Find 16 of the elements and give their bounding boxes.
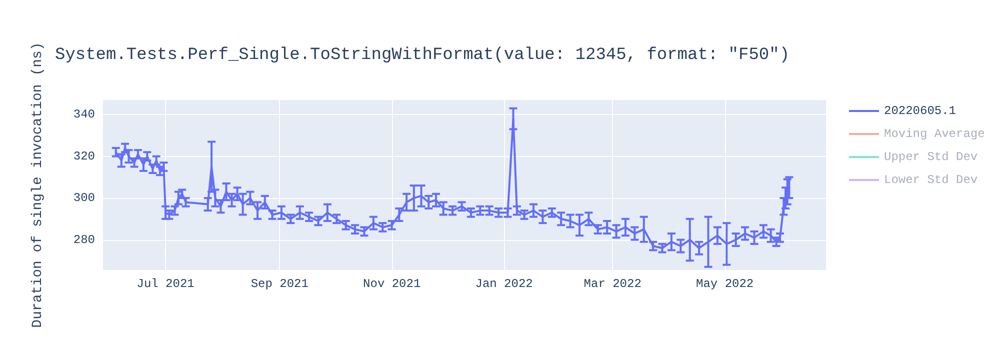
legend-label: Upper Std Dev bbox=[884, 150, 978, 164]
x-tick-label: Jul 2021 bbox=[136, 277, 194, 291]
legend-label: Lower Std Dev bbox=[884, 173, 978, 187]
legend-label: Moving Average bbox=[884, 127, 985, 141]
x-tick-label: Jan 2022 bbox=[475, 277, 533, 291]
x-tick-label: Nov 2021 bbox=[363, 277, 421, 291]
y-tick-label: 300 bbox=[73, 191, 95, 206]
y-tick-label: 320 bbox=[73, 149, 95, 164]
x-tick-label: May 2022 bbox=[696, 277, 754, 291]
y-tick-label: 280 bbox=[73, 232, 95, 247]
y-axis-title: Duration of single invocation (ns) bbox=[30, 42, 46, 328]
legend-label: 20220605.1 bbox=[884, 104, 956, 118]
x-tick-label: Mar 2022 bbox=[584, 277, 642, 291]
y-tick-label: 340 bbox=[73, 108, 95, 122]
chart-title: System.Tests.Perf_Single.ToStringWithFormat(value: 12345, format: "F50") bbox=[55, 46, 790, 65]
x-tick-label: Sep 2021 bbox=[250, 277, 308, 291]
